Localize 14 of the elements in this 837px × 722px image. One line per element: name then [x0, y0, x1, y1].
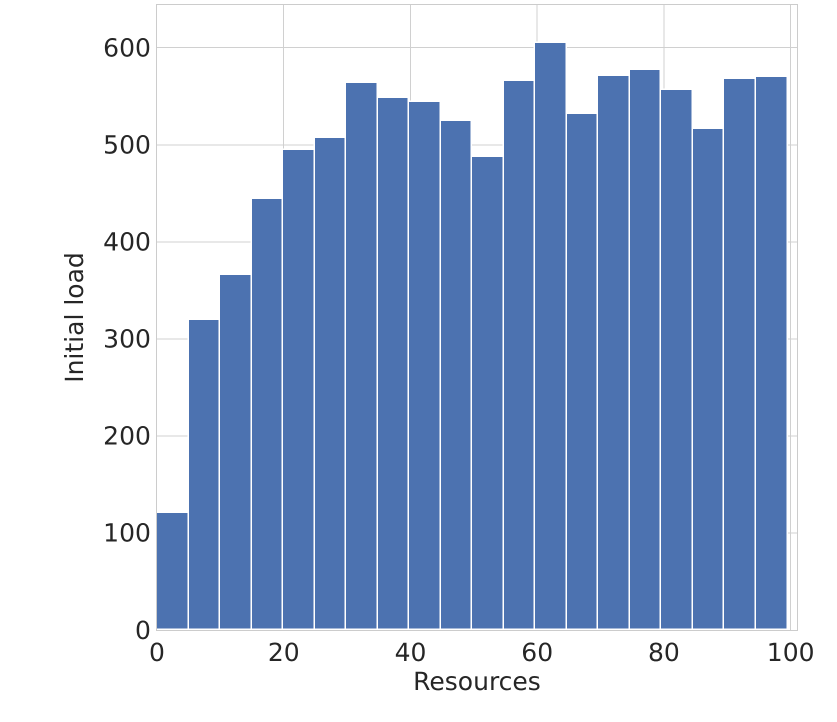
- y-tick-label: 100: [103, 518, 151, 548]
- x-tick-label: 40: [394, 638, 426, 668]
- x-tick-label: 20: [268, 638, 300, 668]
- y-tick-label: 500: [103, 130, 151, 160]
- x-tick-label: 100: [766, 638, 815, 668]
- y-axis-title: Initial load: [60, 252, 89, 383]
- y-tick-label: 300: [103, 324, 151, 354]
- y-tick-label: 600: [103, 33, 151, 62]
- x-axis-title: Resources: [413, 667, 541, 696]
- x-tick-label: 80: [648, 638, 680, 668]
- x-tick-label: 60: [521, 638, 554, 668]
- y-tick-label: 200: [103, 422, 151, 451]
- y-tick-label: 400: [103, 228, 151, 257]
- y-tick-label: 0: [134, 616, 151, 645]
